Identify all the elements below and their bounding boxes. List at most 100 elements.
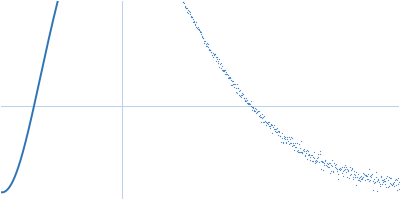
Point [196,28,202,31]
Point [234,87,241,90]
Point [358,177,364,180]
Point [212,53,218,56]
Point [386,176,392,179]
Point [390,182,396,185]
Point [194,25,201,29]
Point [276,130,283,133]
Point [323,161,330,164]
Point [285,136,292,139]
Point [190,20,197,23]
Point [323,163,329,167]
Point [387,182,394,185]
Point [375,178,382,182]
Point [290,142,296,145]
Point [222,73,228,76]
Point [310,160,316,163]
Point [226,75,232,79]
Point [314,159,320,162]
Point [234,91,240,95]
Point [270,123,277,126]
Point [230,82,236,85]
Point [204,43,211,46]
Point [238,94,245,97]
Point [288,137,295,140]
Point [264,122,270,125]
Point [310,156,317,159]
Point [364,177,370,181]
Point [388,176,394,180]
Point [188,16,195,19]
Point [394,188,400,191]
Point [389,183,396,187]
Point [378,174,384,178]
Point [377,176,384,179]
Point [201,39,207,42]
Point [250,105,256,108]
Point [266,126,273,130]
Point [369,189,376,192]
Point [256,115,263,118]
Point [236,94,242,97]
Point [350,178,356,181]
Point [180,0,187,2]
Point [290,144,296,147]
Point [206,48,212,52]
Point [362,178,368,182]
Point [374,179,380,183]
Point [342,167,348,171]
Point [344,175,350,179]
Point [244,98,250,101]
Point [268,123,274,126]
Point [190,17,196,20]
Point [183,6,190,9]
Point [271,128,277,131]
Point [352,175,359,178]
Point [345,170,352,173]
Point [343,170,350,173]
Point [330,170,337,173]
Point [195,27,201,30]
Point [339,171,345,175]
Point [211,53,217,56]
Point [298,139,304,143]
Point [247,100,254,103]
Point [203,44,209,48]
Point [354,179,361,182]
Point [238,95,244,98]
Point [235,87,242,90]
Point [222,68,228,71]
Point [313,161,320,164]
Point [320,160,326,163]
Point [221,70,228,73]
Point [281,134,288,137]
Point [324,164,330,168]
Point [373,170,380,173]
Point [191,21,198,24]
Point [348,169,354,172]
Point [205,45,212,49]
Point [239,92,245,95]
Point [265,122,271,125]
Point [279,136,285,139]
Point [372,180,378,184]
Point [334,170,340,173]
Point [384,175,390,178]
Point [364,178,371,181]
Point [264,121,271,124]
Point [337,168,344,171]
Point [379,183,385,186]
Point [218,64,225,67]
Point [252,109,258,113]
Point [220,69,226,72]
Point [328,169,334,173]
Point [322,158,329,161]
Point [263,121,270,125]
Point [382,182,388,186]
Point [181,1,187,5]
Point [258,113,265,116]
Point [241,96,247,100]
Point [288,136,294,139]
Point [217,62,224,65]
Point [193,21,199,24]
Point [389,184,395,187]
